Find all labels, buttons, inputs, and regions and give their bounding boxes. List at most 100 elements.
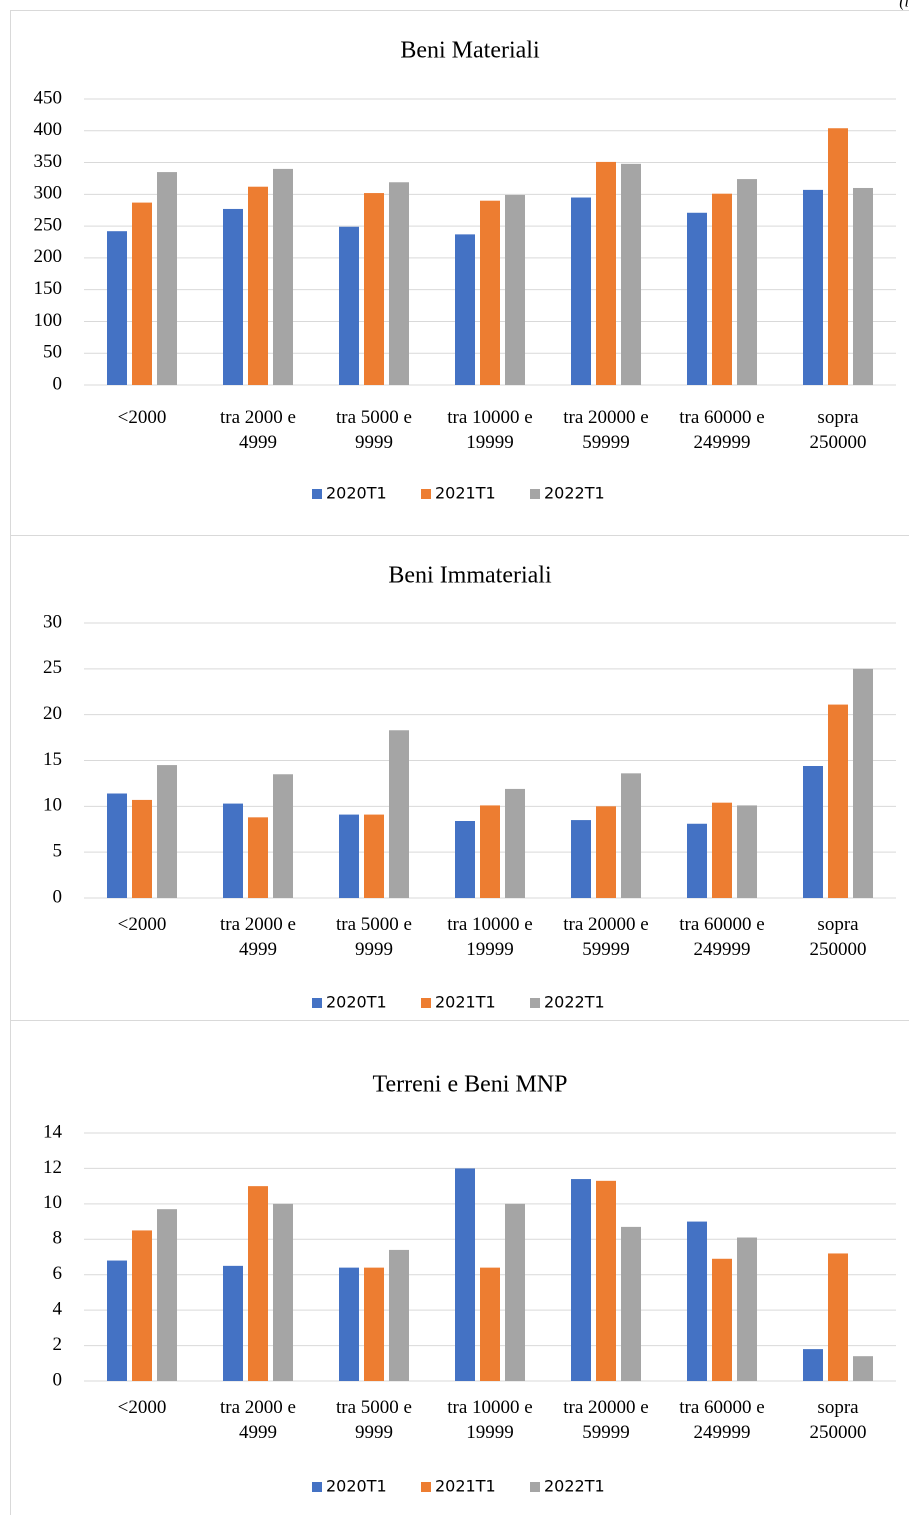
x-tick-label: tra 10000 e 19999 <box>447 407 533 453</box>
bar <box>571 1179 591 1381</box>
bar <box>853 187 873 385</box>
x-tick-label: <2000 <box>117 1397 167 1418</box>
y-tick-label: 8 <box>53 1228 63 1249</box>
x-tick-label: tra 5000 e 9999 <box>336 1397 412 1443</box>
bar <box>339 814 359 898</box>
x-tick-label: <2000 <box>117 407 167 428</box>
bar <box>248 1186 268 1381</box>
bar <box>853 668 873 898</box>
bar <box>480 805 500 898</box>
bar <box>687 823 707 898</box>
bar <box>712 802 732 898</box>
y-tick-label: 10 <box>43 795 62 816</box>
y-tick-label: 400 <box>34 119 63 140</box>
legend-label: 2022T1 <box>544 484 605 503</box>
legend-label: 2020T1 <box>326 993 387 1012</box>
y-tick-label: 50 <box>43 342 62 363</box>
legend-swatch <box>530 489 540 499</box>
bar <box>223 1265 243 1381</box>
bar <box>621 1226 641 1381</box>
bar <box>803 189 823 385</box>
x-tick-label: tra 60000 e 249999 <box>679 914 765 960</box>
bar <box>364 1267 384 1381</box>
bar <box>273 1203 293 1381</box>
legend-label: 2021T1 <box>435 993 496 1012</box>
legend-swatch <box>421 998 431 1008</box>
x-tick-label: tra 20000 e 59999 <box>563 407 649 453</box>
legend-swatch <box>530 1482 540 1492</box>
bar <box>157 172 177 385</box>
y-tick-label: 250 <box>34 214 63 235</box>
bar <box>132 202 152 385</box>
x-tick-label: tra 60000 e 249999 <box>679 407 765 453</box>
y-tick-label: 0 <box>53 373 63 394</box>
bar <box>339 226 359 385</box>
bar <box>132 799 152 898</box>
bar <box>571 820 591 898</box>
bar <box>273 168 293 385</box>
legend-label: 2020T1 <box>326 484 387 503</box>
bar <box>505 194 525 385</box>
bar <box>455 821 475 898</box>
bar <box>596 806 616 898</box>
legend-swatch <box>312 998 322 1008</box>
bar <box>712 1258 732 1381</box>
legend-label: 2021T1 <box>435 1477 496 1496</box>
bar <box>248 186 268 385</box>
y-tick-label: 100 <box>34 310 63 331</box>
x-tick-label: tra 2000 e 4999 <box>220 407 296 453</box>
bar <box>455 234 475 385</box>
x-tick-label: tra 60000 e 249999 <box>679 1397 765 1443</box>
chart-title: Terreni e Beni MNP <box>373 1072 568 1098</box>
y-tick-label: 4 <box>53 1299 63 1320</box>
bar <box>107 793 127 898</box>
x-tick-label: tra 5000 e 9999 <box>336 407 412 453</box>
y-tick-label: 6 <box>53 1263 63 1284</box>
bar <box>107 1260 127 1381</box>
x-tick-label: tra 5000 e 9999 <box>336 914 412 960</box>
x-tick-label: sopra 250000 <box>809 1397 867 1443</box>
bar <box>828 1253 848 1381</box>
bar <box>389 730 409 898</box>
bar <box>157 1209 177 1381</box>
legend-swatch <box>421 1482 431 1492</box>
bar <box>712 193 732 385</box>
x-tick-label: tra 10000 e 19999 <box>447 914 533 960</box>
bar <box>364 193 384 385</box>
bar <box>737 805 757 898</box>
y-tick-label: 300 <box>34 183 63 204</box>
bar <box>596 1180 616 1381</box>
legend-swatch <box>312 489 322 499</box>
y-tick-label: 0 <box>53 1369 63 1390</box>
bar <box>828 704 848 898</box>
y-tick-label: 30 <box>43 611 62 632</box>
bar <box>455 1168 475 1381</box>
x-tick-label: tra 2000 e 4999 <box>220 1397 296 1443</box>
bar <box>505 788 525 898</box>
y-tick-label: 12 <box>43 1157 62 1178</box>
x-tick-label: sopra 250000 <box>809 407 867 453</box>
bar <box>737 1237 757 1381</box>
bar <box>480 1267 500 1381</box>
y-tick-label: 25 <box>43 657 62 678</box>
y-tick-label: 15 <box>43 749 62 770</box>
y-tick-label: 14 <box>43 1121 63 1142</box>
bar <box>828 128 848 386</box>
x-tick-label: tra 10000 e 19999 <box>447 1397 533 1443</box>
bar <box>107 231 127 385</box>
y-tick-label: 0 <box>53 886 63 907</box>
bar <box>853 1356 873 1381</box>
x-tick-label: tra 2000 e 4999 <box>220 914 296 960</box>
y-tick-label: 5 <box>53 841 63 862</box>
bar <box>339 1267 359 1381</box>
y-tick-label: 2 <box>53 1334 63 1355</box>
legend-swatch <box>421 489 431 499</box>
bar <box>273 774 293 898</box>
x-tick-label: sopra 250000 <box>809 914 867 960</box>
bar <box>223 208 243 385</box>
legend-label: 2020T1 <box>326 1477 387 1496</box>
chart-frame <box>10 1020 909 1515</box>
bar <box>480 200 500 385</box>
y-tick-label: 450 <box>34 87 63 108</box>
